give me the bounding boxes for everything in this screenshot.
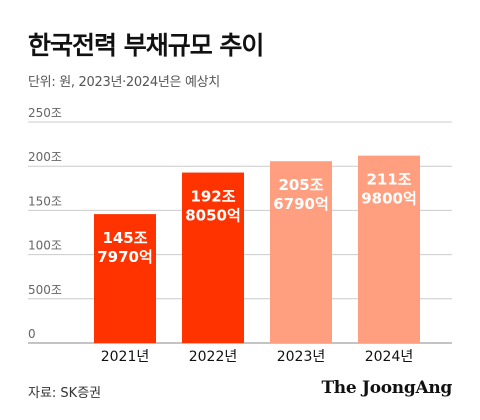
x-tick-label: 2023년 — [277, 349, 326, 365]
y-tick-label: 500조 — [28, 283, 62, 297]
bar — [182, 172, 244, 343]
source-note: 자료: SK증권 — [28, 386, 102, 401]
x-tick-label: 2024년 — [365, 349, 414, 365]
x-tick-label: 2021년 — [101, 349, 150, 365]
chart-subtitle: 단위: 원, 2023년·2024년은 예상치 — [28, 75, 220, 90]
bar-data-label: 145조 — [102, 229, 147, 247]
bar-data-label: 211조 — [366, 171, 411, 189]
bar — [270, 161, 332, 343]
chart-title: 한국전력 부채규모 추이 — [28, 31, 264, 60]
y-tick-label: 100조 — [28, 239, 62, 253]
bar-data-label: 9800억 — [361, 190, 417, 208]
bar-data-label: 205조 — [278, 176, 323, 194]
y-tick-label: 150조 — [28, 194, 62, 208]
bar — [358, 155, 420, 343]
bar-data-label: 6790억 — [273, 195, 329, 213]
bar-data-label: 7970억 — [97, 248, 153, 266]
x-tick-label: 2022년 — [189, 349, 238, 365]
bar — [94, 214, 156, 343]
y-tick-label: 200조 — [28, 150, 62, 164]
y-tick-label: 0 — [28, 327, 36, 341]
bar-data-label: 8050억 — [185, 207, 241, 225]
brand-logo: The JoongAng — [321, 378, 452, 398]
bar-data-label: 192조 — [190, 188, 235, 206]
y-tick-label: 250조 — [28, 106, 62, 120]
